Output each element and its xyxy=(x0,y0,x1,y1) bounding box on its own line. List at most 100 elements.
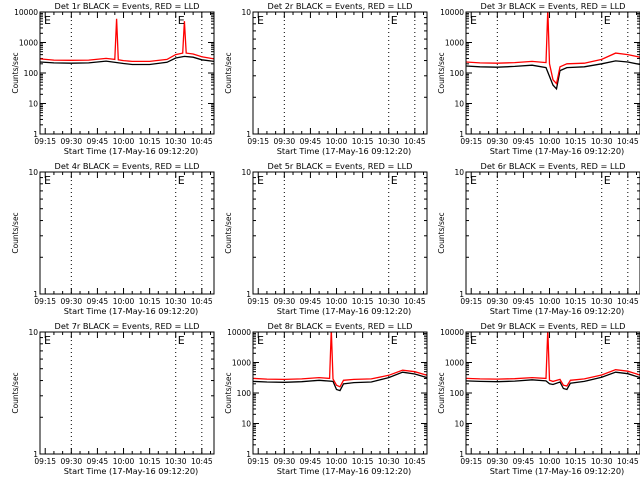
event-annotation: E xyxy=(391,174,398,187)
x-tick-label: 09:30 xyxy=(61,137,83,146)
y-tick-label: 100 xyxy=(450,69,465,78)
x-tick-label: 09:30 xyxy=(61,297,83,306)
x-tick-label: 10:00 xyxy=(326,457,348,466)
x-tick-label: 09:30 xyxy=(274,297,296,306)
x-tick-label: 10:45 xyxy=(404,457,426,466)
y-tick-label: 1000 xyxy=(445,39,464,48)
x-tick-label: 10:30 xyxy=(378,457,400,466)
plot-frame xyxy=(252,11,428,135)
y-axis-label: Counts/sec xyxy=(224,52,233,93)
y-axis-label: Counts/sec xyxy=(224,372,233,413)
x-axis-label: Start Time (17-May-16 09:12:20) xyxy=(490,306,625,316)
event-annotation: E xyxy=(604,334,611,347)
y-tick-label: 100 xyxy=(24,69,39,78)
y-tick-label: 1 xyxy=(33,130,38,139)
x-tick-label: 10:15 xyxy=(139,297,161,306)
panel-title: Det 5r BLACK = Events, RED = LLD xyxy=(268,161,413,171)
x-tick-label: 09:15 xyxy=(247,137,269,146)
y-tick-label: 1 xyxy=(33,450,38,459)
series-lld xyxy=(466,12,640,85)
panel-title: Det 4r BLACK = Events, RED = LLD xyxy=(55,161,200,171)
y-tick-label: 10000 xyxy=(440,328,464,337)
event-annotation: E xyxy=(604,14,611,27)
x-axis-label: Start Time (17-May-16 09:12:20) xyxy=(64,146,199,156)
x-tick-label: 09:15 xyxy=(34,297,56,306)
y-tick-label: 10 xyxy=(241,420,251,429)
event-annotation: E xyxy=(391,14,398,27)
y-tick-label: 10 xyxy=(28,328,38,337)
series-lld xyxy=(253,332,427,388)
x-tick-label: 10:45 xyxy=(617,137,639,146)
x-tick-label: 10:15 xyxy=(139,137,161,146)
event-annotation: E xyxy=(44,334,51,347)
y-tick-label: 1 xyxy=(459,290,464,299)
x-tick-label: 10:00 xyxy=(539,297,561,306)
x-tick-label: 09:45 xyxy=(87,457,109,466)
x-tick-label: 09:15 xyxy=(460,297,482,306)
y-tick-label: 10 xyxy=(241,168,251,177)
plot-frame xyxy=(39,11,215,135)
x-tick-label: 09:30 xyxy=(487,297,509,306)
event-annotation: E xyxy=(178,174,185,187)
x-tick-label: 10:45 xyxy=(404,137,426,146)
x-tick-label: 09:15 xyxy=(247,297,269,306)
y-axis-label: Counts/sec xyxy=(11,52,20,93)
x-tick-label: 09:30 xyxy=(274,137,296,146)
x-tick-label: 09:30 xyxy=(487,457,509,466)
x-tick-label: 10:30 xyxy=(378,137,400,146)
x-tick-label: 09:45 xyxy=(300,297,322,306)
panel-title: Det 1r BLACK = Events, RED = LLD xyxy=(55,1,200,11)
x-tick-label: 09:15 xyxy=(34,137,56,146)
y-tick-label: 10000 xyxy=(227,328,251,337)
x-tick-label: 09:45 xyxy=(513,137,535,146)
x-tick-label: 10:00 xyxy=(539,457,561,466)
panel-det-1: Det 1r BLACK = Events, RED = LLD 1 10 100 10… xyxy=(11,1,215,156)
x-tick-label: 09:45 xyxy=(513,297,535,306)
x-tick-label: 10:30 xyxy=(165,137,187,146)
y-tick-label: 1000 xyxy=(19,39,38,48)
panel-title: Det 9r BLACK = Events, RED = LLD xyxy=(481,321,626,331)
x-tick-label: 10:15 xyxy=(565,457,587,466)
plot-frame xyxy=(465,11,640,135)
x-tick-label: 09:30 xyxy=(274,457,296,466)
y-tick-label: 10 xyxy=(241,8,251,17)
series-events xyxy=(466,60,640,91)
plot-frame xyxy=(39,171,215,295)
panel-det-7: Det 7r BLACK = Events, RED = LLD 1 10 09:15… xyxy=(11,321,215,476)
panel-title: Det 8r BLACK = Events, RED = LLD xyxy=(268,321,413,331)
panel-title: Det 7r BLACK = Events, RED = LLD xyxy=(55,321,200,331)
y-tick-label: 10 xyxy=(454,100,464,109)
x-tick-label: 10:45 xyxy=(617,297,639,306)
y-tick-label: 1 xyxy=(459,130,464,139)
x-tick-label: 09:15 xyxy=(460,137,482,146)
y-axis-label: Counts/sec xyxy=(11,212,20,253)
x-tick-label: 10:45 xyxy=(404,297,426,306)
x-tick-label: 09:30 xyxy=(487,137,509,146)
x-axis-label: Start Time (17-May-16 09:12:20) xyxy=(277,306,412,316)
x-tick-label: 09:45 xyxy=(87,297,109,306)
series-events xyxy=(253,371,427,392)
event-annotation: E xyxy=(257,174,264,187)
x-tick-label: 10:30 xyxy=(591,457,613,466)
x-tick-label: 09:45 xyxy=(87,137,109,146)
x-tick-label: 10:30 xyxy=(591,137,613,146)
y-tick-label: 10000 xyxy=(440,8,464,17)
x-tick-label: 10:30 xyxy=(378,297,400,306)
x-tick-label: 10:30 xyxy=(165,297,187,306)
x-axis-label: Start Time (17-May-16 09:12:20) xyxy=(277,146,412,156)
x-tick-label: 09:15 xyxy=(247,457,269,466)
plot-frame xyxy=(252,171,428,295)
x-tick-label: 09:15 xyxy=(34,457,56,466)
plot-frame xyxy=(465,171,640,295)
x-tick-label: 10:15 xyxy=(352,137,374,146)
x-tick-label: 10:15 xyxy=(139,457,161,466)
x-tick-label: 09:45 xyxy=(300,457,322,466)
panel-det-3: Det 3r BLACK = Events, RED = LLD 1 10 100 10… xyxy=(437,1,640,156)
x-tick-label: 10:00 xyxy=(113,457,135,466)
x-tick-label: 10:15 xyxy=(565,137,587,146)
event-annotation: E xyxy=(178,14,185,27)
y-tick-label: 100 xyxy=(237,389,252,398)
plot-frame xyxy=(39,331,215,455)
event-annotation: E xyxy=(257,334,264,347)
